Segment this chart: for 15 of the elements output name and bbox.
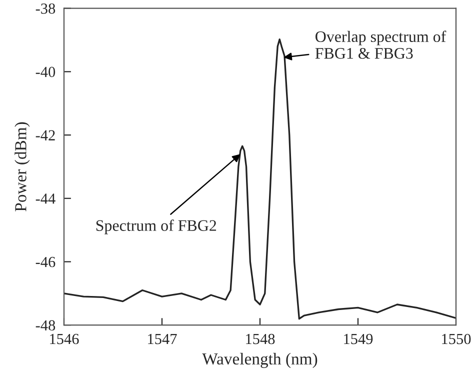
x-tick-label: 1550	[442, 334, 471, 344]
y-tick-label: -46	[36, 256, 56, 268]
x-tick-label: 1547	[148, 334, 177, 344]
annotation: Spectrum of FBG2	[96, 220, 216, 234]
y-tick-label: -38	[36, 3, 56, 14]
y-tick-label: -40	[36, 66, 56, 78]
y-tick-label: -42	[36, 130, 55, 140]
annotation: Overlap spectrum of FBG1 & FBG3	[315, 30, 446, 59]
x-tick-label: 1548	[246, 334, 275, 344]
y-axis-title: Power (dBm)	[14, 122, 30, 212]
x-tick-label: 1549	[344, 334, 373, 344]
x-axis-title: Wavelength (nm)	[202, 352, 318, 368]
y-tick-label: -48	[36, 320, 56, 331]
x-tick-label: 1546	[50, 334, 79, 344]
y-tick-label: -44	[36, 194, 56, 204]
